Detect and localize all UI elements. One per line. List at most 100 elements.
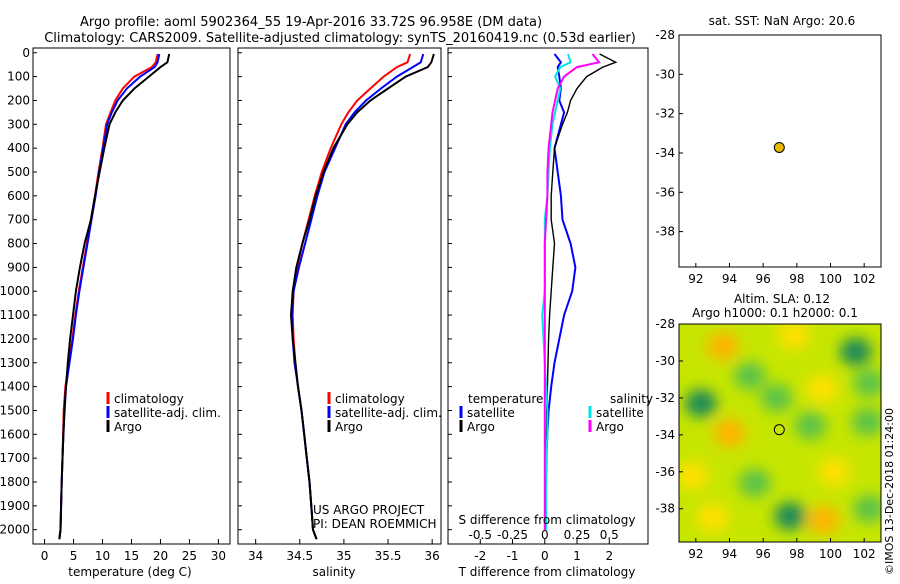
map-y-tick-label: -28 [655,28,675,42]
temperature-plot: 0 5 10 15 20 25 30 [41,53,226,563]
x-tick-label: 34.5 [286,549,313,563]
map-x-tick-label: 96 [756,272,771,286]
salinity-plot: 34 34.5 35 35.5 36 [248,53,440,563]
map-x-tick-label: 98 [789,272,804,286]
sla-anomaly [696,503,729,532]
legend-climatology: climatology [114,392,184,406]
series-argo [58,53,171,540]
x-tick-label: 10 [95,549,110,563]
x-tick-label: 25 [182,549,197,563]
sla-heatmap [679,324,881,542]
x-tick-label-top: -0.25 [497,528,528,542]
sla-anomaly [679,461,709,490]
map-y-tick-label: -32 [655,391,675,405]
map-x-tick-label: 92 [688,272,703,286]
x-tick-label: -1 [507,549,519,563]
figure-title-line2: Climatology: CARS2009. Satellite-adjuste… [44,31,636,46]
x-tick-label-top: -0.5 [469,528,492,542]
legend-salinity-title: salinity [610,392,653,406]
difference-legend: temperature satellite Argo salinity sate… [459,392,653,434]
map-y-tick-label: -36 [655,465,675,479]
x-tick-label: 15 [124,549,139,563]
t-difference-xlabel: T difference from climatology [458,565,636,579]
depth-tick-label: 900 [7,260,30,274]
legend-t-argo: Argo [467,420,495,434]
legend-satellite: satellite-adj. clim. [114,406,221,420]
sla-anomaly [853,369,881,398]
depth-tick-label: 400 [7,141,30,155]
map-x-tick-label: 100 [819,272,842,286]
depth-axis: 0 100 200 300 400 500 600 700 800 900 1000 1100 1200… [0,46,452,537]
sla-anomaly [706,332,739,361]
series-t-satellite [544,53,577,530]
series-satellite-adj--clim- [290,53,425,540]
depth-tick-label: 1300 [0,356,30,370]
map-x-tick-label: 92 [688,547,703,561]
sla-anomaly [807,505,840,534]
x-tick-label: 0 [541,549,549,563]
sla-anomaly [760,383,793,412]
x-tick-label-top: 0 [541,528,549,542]
depth-tick-label: 300 [7,117,30,131]
sla-anomaly [839,337,872,366]
series-group [58,53,171,540]
sla-anomaly [738,468,771,497]
x-tick-label: 20 [153,549,168,563]
x-tick-label: 30 [211,549,226,563]
series-argo [289,53,435,540]
map-x-tick-label: 94 [722,272,737,286]
sla-anomaly [853,494,881,523]
series-s-argo [543,53,601,530]
depth-tick-label: 1000 [0,284,30,298]
series-t-argo [544,53,618,530]
depth-tick-label: 600 [7,189,30,203]
depth-tick-label: 1500 [0,403,30,417]
map-y-tick-label: -38 [655,502,675,516]
series-group [289,53,435,540]
legend-climatology: climatology [335,392,405,406]
sla-anomalies [679,324,881,534]
project-annotation: US ARGO PROJECT [313,503,425,517]
depth-tick-label: 1700 [0,451,30,465]
depth-tick-label: 100 [7,70,30,84]
depth-tick-label: 200 [7,93,30,107]
salinity-xlabel: salinity [312,565,355,579]
sla-anomaly [733,361,766,390]
legend-t-satellite: satellite [467,406,515,420]
float-position-marker [773,424,785,436]
sla-map-frame [678,323,882,543]
temperature-xlabel: temperature (deg C) [68,565,191,579]
sla-anomaly [713,419,746,447]
sla-anomaly [806,374,839,403]
map-y-tick-label: -34 [655,428,675,442]
sla-anomaly [777,324,810,350]
sla-map-title-line1: Altim. SLA: 0.12 [734,292,830,306]
map-y-tick-label: -38 [655,225,675,239]
x-tick-label-top: 0.25 [564,528,591,542]
depth-tick-label: 1100 [0,308,30,322]
map-y-tick-label: -32 [655,107,675,121]
map-x-tick-label: 102 [853,547,876,561]
sla-anomaly [817,457,850,486]
sst-map: 92 94 96 98 100 102 -28 -30 -32 -34 -36 -38 [655,28,875,286]
sla-map: 92 94 96 98 100 102 -28 -30 -32 -34 -36 -38 [655,317,875,561]
x-tick-label: 2 [605,549,613,563]
depth-tick-label: 0 [22,46,30,60]
x-tick-label: 35 [336,549,351,563]
difference-plot: -2 -1 0 1 2 -0.5 -0.25 0 0.25 0.5 [469,53,619,563]
map-x-tick-label: 100 [819,547,842,561]
salinity-legend: climatology satellite-adj. clim. Argo [327,392,442,434]
salinity-panel-frame [237,47,442,545]
depth-tick-label: 1400 [0,380,30,394]
x-tick-label: -2 [474,549,486,563]
map-x-tick-label: 94 [722,547,737,561]
x-tick-label: 1 [573,549,581,563]
legend-s-satellite: satellite [596,406,644,420]
series-group [541,53,618,530]
map-y-tick-label: -36 [655,185,675,199]
difference-panel-frame [447,47,649,545]
sst-map-title: sat. SST: NaN Argo: 20.6 [709,14,856,28]
sla-anomaly [851,407,881,436]
float-position-marker [773,141,785,153]
